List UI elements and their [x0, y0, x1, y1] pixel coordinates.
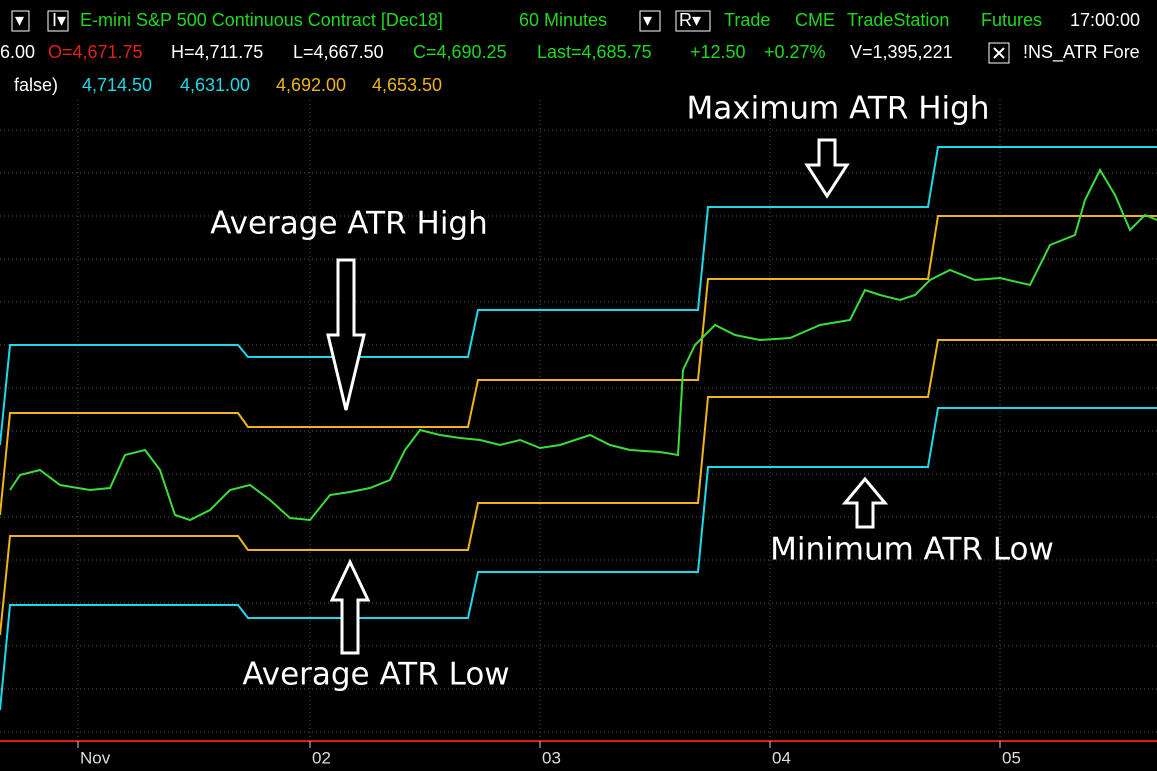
arrow-up	[841, 476, 889, 529]
arrow-down	[804, 138, 850, 199]
change-pct: +0.27%	[764, 42, 826, 62]
arrow-up	[329, 558, 371, 655]
menu-button[interactable]	[47, 10, 69, 32]
annotation: Average ATR High	[210, 206, 488, 242]
min-atr-low-line	[0, 407, 1157, 711]
avg-atr-low-line	[0, 339, 1157, 636]
high: H=4,711.75	[171, 42, 263, 62]
max-atr-high-line	[0, 146, 1157, 446]
last: Last=4,685.75	[537, 42, 652, 62]
annotation: Maximum ATR High	[687, 91, 990, 127]
category: Futures	[981, 10, 1042, 30]
indicator-value: 4,631.00	[180, 75, 250, 95]
x-tick-label: 02	[312, 748, 331, 767]
close-button[interactable]	[988, 42, 1010, 64]
indicator-value: 4,653.50	[372, 75, 442, 95]
annotation: Average ATR Low	[242, 657, 509, 693]
icon: I▾	[52, 10, 66, 30]
icon: ▾	[643, 10, 652, 30]
change: +12.50	[690, 42, 746, 62]
price-bars	[9, 167, 1157, 522]
x-axis: Nov 02 03 04 05	[77, 741, 1021, 767]
indicator-params: false)	[14, 75, 58, 95]
exchange: CME	[795, 10, 835, 30]
network: TradeStation	[847, 10, 949, 30]
x-tick-label: Nov	[80, 748, 111, 767]
header	[0, 0, 1157, 68]
x-tick-label: 05	[1002, 748, 1021, 767]
menu-button[interactable]	[639, 10, 661, 32]
indicator-name: !NS_ATR Fore	[1023, 42, 1140, 63]
icon	[993, 47, 1005, 59]
icon: ▾	[15, 10, 24, 30]
grid	[0, 100, 1157, 741]
avg-atr-high-line	[0, 215, 1157, 516]
open: O=4,671.75	[48, 42, 143, 62]
indicator-value: 4,714.50	[82, 75, 152, 95]
volume: V=1,395,221	[850, 42, 953, 62]
icon: R▾	[679, 10, 701, 30]
indicator-value: 4,692.00	[276, 75, 346, 95]
symbol: E-mini S&P 500 Continuous Contract [Dec1…	[80, 10, 443, 30]
x-tick-label: 03	[542, 748, 561, 767]
prev: 6.00	[0, 42, 35, 62]
x-tick-label: 04	[772, 748, 791, 767]
arrow-down	[326, 258, 366, 411]
time: 17:00:00	[1070, 10, 1140, 30]
menu-button[interactable]	[11, 10, 30, 32]
annotation: Minimum ATR Low	[770, 532, 1054, 568]
data-type: Trade	[724, 10, 770, 30]
menu-button[interactable]	[675, 10, 711, 32]
low: L=4,667.50	[293, 42, 384, 62]
close: C=4,690.25	[413, 42, 507, 62]
interval: 60 Minutes	[519, 10, 607, 30]
